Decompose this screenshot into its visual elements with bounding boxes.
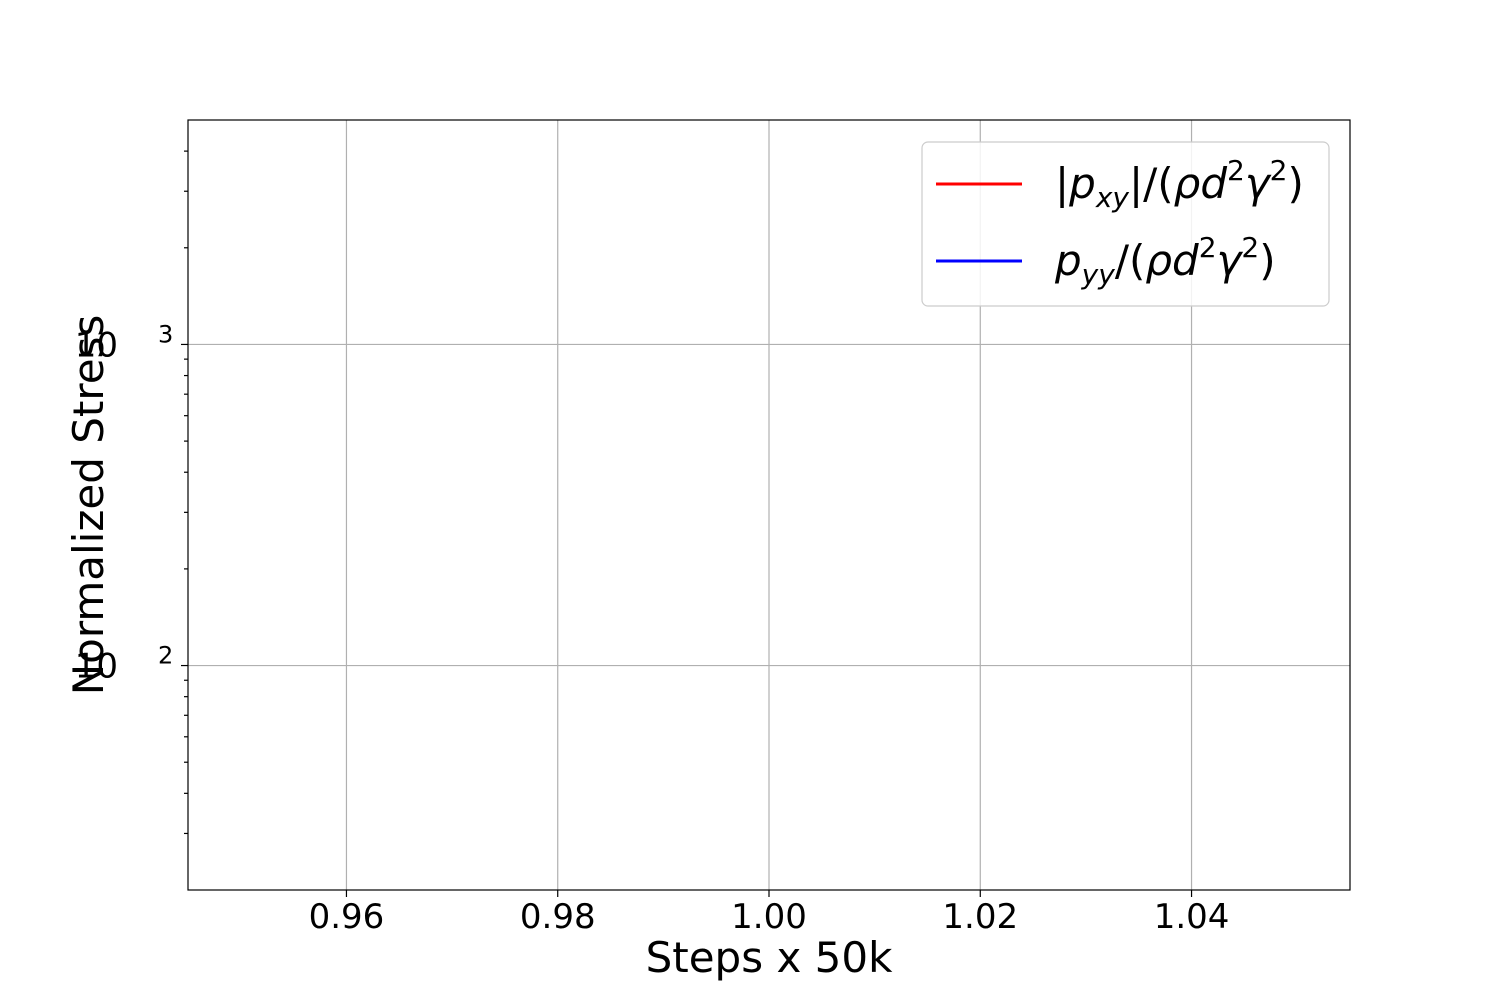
x-tick-label: 0.98 <box>520 897 596 937</box>
x-tick-label: 1.00 <box>731 897 807 937</box>
x-axis-title: Steps x 50k <box>646 933 894 982</box>
legend-entry-label: |pxy​|/(ρd2​γ2​) <box>1055 154 1304 214</box>
y-tick-label: 10 3 <box>75 320 174 365</box>
legend-entry-label: pyy​/(ρd2​γ2​) <box>1054 231 1276 291</box>
x-tick-label: 1.02 <box>942 897 1018 937</box>
legend-box <box>921 141 1330 307</box>
x-axis-ticks: 0.96 0.98 1.00 1.02 1.04 <box>309 890 1230 937</box>
y-tick-exponent: 2 <box>158 642 173 670</box>
y-tick-label: 10 2 <box>75 642 174 687</box>
y-tick-exponent: 3 <box>158 320 173 348</box>
legend: |pxy​|/(ρd2​γ2​) pyy​/(ρd2​γ2​) <box>921 141 1330 307</box>
x-tick-label: 0.96 <box>309 897 385 937</box>
y-axis-title: Normalized Stress <box>64 315 113 696</box>
x-tick-label: 1.04 <box>1154 897 1230 937</box>
